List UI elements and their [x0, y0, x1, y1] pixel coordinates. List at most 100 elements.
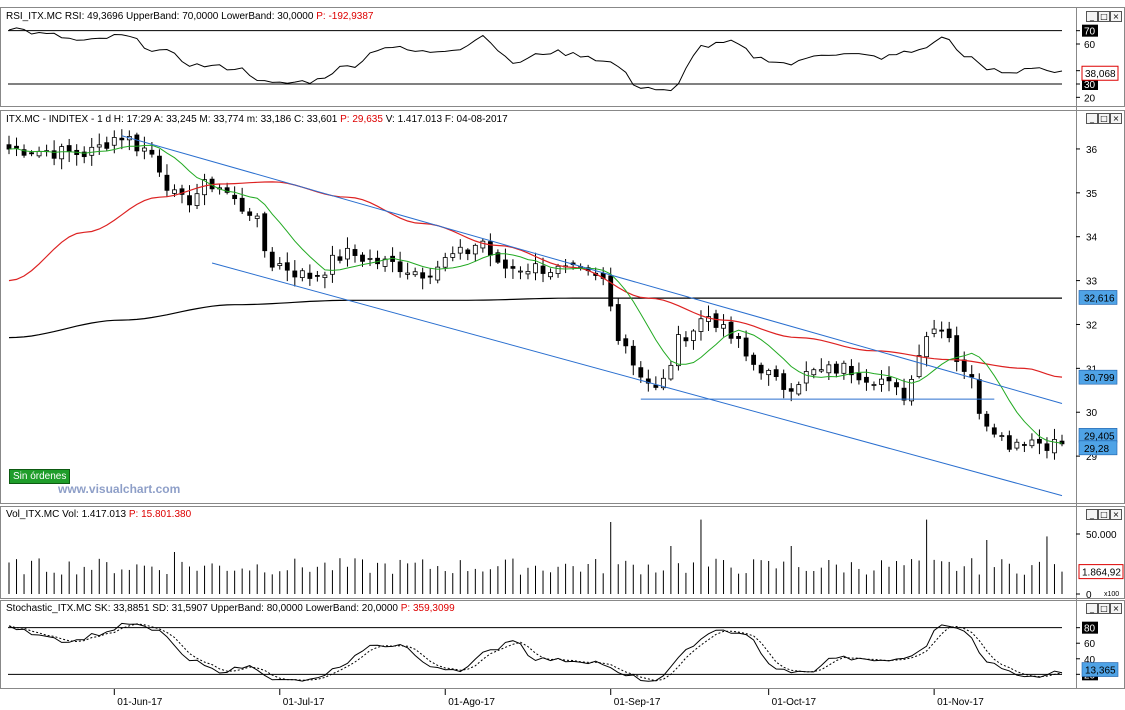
svg-text:32,616: 32,616 — [1084, 293, 1115, 304]
header-field: RSI_ITX.MC — [6, 11, 62, 22]
header-field: SD: 31,5907 — [149, 603, 208, 614]
volume-panel: Vol_ITX.MC Vol: 1.417.013 P: 15.801.380 … — [6, 509, 1124, 601]
volume-value-badge: 1.864,92 — [1078, 564, 1124, 580]
candle — [345, 237, 350, 267]
price-tick-label: 29 — [1086, 452, 1098, 463]
candle — [405, 262, 411, 280]
minimize-icon[interactable]: _ — [1086, 603, 1098, 614]
close-icon[interactable]: × — [1110, 11, 1122, 22]
candle — [766, 368, 772, 386]
date-tick-label: 01-Jul-17 — [283, 697, 325, 708]
candle — [781, 369, 787, 399]
restore-icon[interactable]: □ — [1098, 11, 1110, 22]
svg-text:13,365: 13,365 — [1085, 666, 1116, 677]
candle — [397, 251, 403, 278]
minimize-icon[interactable]: _ — [1086, 11, 1098, 22]
header-field: RSI: 49,3696 — [62, 11, 124, 22]
restore-icon[interactable]: □ — [1098, 603, 1110, 614]
volume-tick-label: 50.000 — [1086, 530, 1117, 541]
candle — [533, 252, 538, 281]
channel-lower-line[interactable] — [211, 262, 1063, 497]
candle — [352, 244, 358, 263]
candle — [390, 247, 395, 273]
price-tick-label: 36 — [1086, 145, 1098, 156]
ma-slow-value-badge: 30,799 — [1078, 369, 1118, 385]
svg-text:40: 40 — [1084, 655, 1096, 666]
candle — [939, 321, 945, 339]
svg-text:30: 30 — [1084, 80, 1096, 91]
header-field: Stochastic_ITX.MC — [6, 603, 92, 614]
candle — [74, 144, 80, 166]
candle — [818, 358, 824, 373]
header-field: H: 17:29 — [111, 114, 152, 125]
candle — [879, 370, 884, 392]
header-field: P: 15.801.380 — [126, 509, 191, 520]
close-icon[interactable]: × — [1110, 113, 1122, 124]
candle — [833, 361, 839, 378]
candle — [232, 186, 238, 205]
minimize-icon[interactable]: _ — [1086, 113, 1098, 124]
volume-tick-label: 0 — [1086, 590, 1092, 601]
candle — [277, 257, 283, 270]
ma-long-value-badge: 32,616 — [1078, 290, 1118, 305]
ma-fast-value-badge: 29,405 — [1078, 428, 1118, 443]
candle — [721, 314, 726, 337]
header-field: Vol: 1.417.013 — [59, 509, 126, 520]
restore-icon[interactable]: □ — [1098, 509, 1110, 520]
restore-icon[interactable]: □ — [1098, 113, 1110, 124]
rsi-axis: 706040302038,068 — [1076, 24, 1119, 104]
candle — [894, 379, 899, 396]
candle — [615, 298, 621, 345]
rsi-tick-label: 70 — [1082, 24, 1098, 38]
price-tick-label: 32 — [1086, 320, 1098, 331]
candle — [803, 361, 809, 392]
svg-text:20: 20 — [1084, 93, 1096, 104]
price-tick-label: 35 — [1086, 189, 1098, 200]
channel-upper-line[interactable] — [121, 135, 1063, 404]
candle — [412, 267, 418, 277]
ma-long-line — [8, 297, 1062, 339]
close-icon[interactable]: × — [1110, 603, 1122, 614]
close-icon[interactable]: × — [1110, 509, 1122, 520]
candle — [916, 344, 922, 379]
candle — [81, 146, 87, 164]
rsi-plot — [8, 27, 1063, 92]
orders-status-badge[interactable]: Sin órdenes — [9, 469, 71, 484]
candle — [420, 267, 426, 290]
candle — [1029, 433, 1035, 449]
stochastic-sd-line — [8, 623, 1063, 682]
minimize-icon[interactable]: _ — [1086, 509, 1098, 520]
stochastic-header: Stochastic_ITX.MC SK: 33,8851 SD: 31,590… — [6, 603, 455, 614]
candle — [991, 423, 997, 438]
candle — [14, 137, 19, 157]
candle — [487, 233, 493, 267]
candle — [119, 129, 125, 150]
candle — [187, 185, 192, 213]
candle — [299, 268, 305, 282]
candle — [736, 332, 741, 348]
price-plot — [6, 129, 1065, 497]
header-field: LowerBand: 30,0000 — [218, 11, 314, 22]
header-field: LowerBand: 20,0000 — [303, 603, 399, 614]
candle — [262, 211, 268, 258]
candle — [518, 266, 523, 280]
svg-text:38,068: 38,068 — [1085, 69, 1116, 80]
candle — [435, 260, 441, 284]
candle — [901, 378, 907, 406]
candle — [465, 248, 471, 261]
rsi-panel: RSI_ITX.MC RSI: 49,3696 UpperBand: 70,00… — [6, 11, 1119, 104]
candle — [307, 264, 313, 286]
candle — [224, 182, 230, 195]
candle — [548, 268, 553, 280]
candle — [751, 352, 757, 371]
header-field: F: 04-08-2017 — [442, 114, 508, 125]
candle — [164, 164, 170, 198]
rsi-tick-label: 60 — [1084, 40, 1096, 51]
candle — [66, 138, 72, 163]
candle — [676, 325, 681, 371]
candle — [292, 260, 298, 287]
candle — [1037, 429, 1042, 455]
header-field: P: -192,9387 — [313, 11, 373, 22]
volume-multiplier: x100 — [1104, 591, 1119, 598]
candle — [375, 250, 380, 270]
